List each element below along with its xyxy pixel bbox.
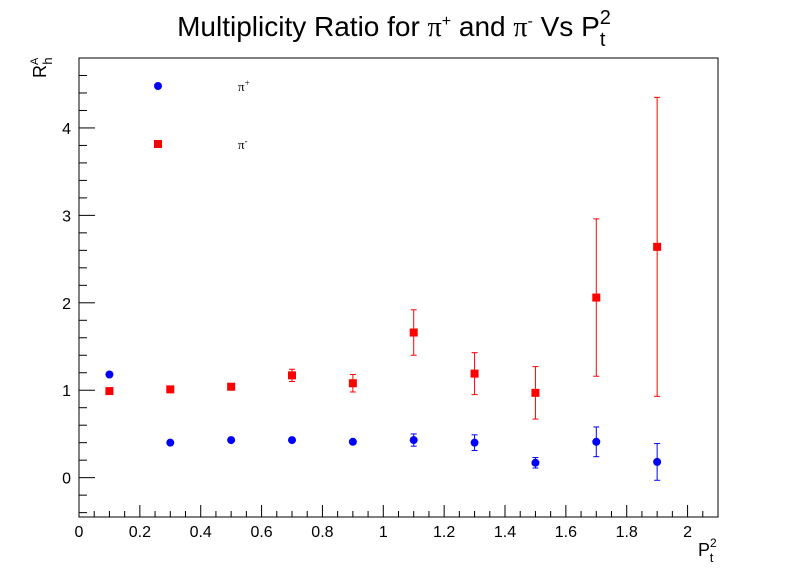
pi-minus-point [653,242,662,251]
pi-plus-point [105,370,114,379]
title-subt: t [600,29,606,51]
y-tick-label: 1 [62,383,71,400]
plot-frame [78,57,719,518]
x-label-sup: 2 [710,536,717,550]
legend-pi-minus-sign: - [245,136,248,146]
title-vs: Vs P [533,11,600,42]
x-tick-label: 1.4 [494,524,516,541]
y-label-sub: h [40,57,55,64]
pi-minus-point [409,328,418,337]
legend-pi-minus-symbol: π [238,137,245,152]
x-tick-label: 1.6 [555,524,577,541]
pi-minus-point [470,369,479,378]
y-tick-label: 4 [62,121,71,138]
pi-plus-point [653,457,662,466]
title-plus: + [442,13,451,30]
legend-pi-plus-marker [154,82,162,90]
pi-minus-point [227,382,236,391]
x-tick-label: 0 [75,524,84,541]
pi-minus-point [531,388,540,397]
data-markers [105,242,662,467]
pi-plus-point [348,437,357,446]
pi-minus-point [348,379,357,388]
pi-minus-point [105,387,114,396]
legend-pi-plus-label: π+ [238,78,250,94]
x-tick-label: 1.2 [433,524,455,541]
legend-pi-minus-marker [154,140,162,148]
title-sup2: 2 [600,7,611,29]
x-tick-label: 1 [379,524,388,541]
pi-plus-point [227,436,236,445]
pi-plus-point [166,438,175,447]
pi-plus-point [531,458,540,467]
pi-plus-point [288,436,296,445]
y-label-base: R [30,65,50,78]
pi-plus-point [592,437,601,446]
pi-minus-point [288,371,296,380]
pi-minus-point [166,385,175,394]
chart-title: Multiplicity Ratio for π+ and π- Vs P2 t [177,7,611,51]
error-bars [289,96,661,481]
title-pi1: π [428,12,442,43]
y-axis-label: RAh [29,57,55,78]
title-minus: - [528,13,533,30]
x-label-sub: t [710,550,714,565]
y-tick-label: 0 [62,471,71,488]
x-axis-label: P2 t [698,536,717,565]
title-and: and [451,11,513,42]
x-tick-label: 0.4 [190,524,212,541]
pi-minus-point [592,293,601,302]
axes: 0 0.2 0.4 0.6 0.8 1 1.2 1.4 1.6 1.8 2 0 1 2 3 4 [62,57,719,541]
x-tick-label: 0.8 [311,524,333,541]
x-tick-label: 0.2 [129,524,151,541]
y-tick-label: 3 [62,208,71,225]
title-main: Multiplicity Ratio for [177,11,428,42]
pi-plus-point [470,438,479,447]
y-label-sup: A [29,57,41,65]
x-tick-label: 1.8 [616,524,638,541]
legend-pi-plus-symbol: π [238,79,245,94]
x-label-base: P [698,540,710,560]
legend-pi-plus-sign: + [245,78,250,88]
legend: π+π- [154,78,250,152]
pi-plus-point [409,436,418,445]
x-tick-label: 0.6 [250,524,272,541]
y-tick-label: 2 [62,296,71,313]
x-tick-label: 2 [683,524,692,541]
legend-pi-minus-label: π- [238,136,248,152]
title-pi2: π [513,12,527,43]
